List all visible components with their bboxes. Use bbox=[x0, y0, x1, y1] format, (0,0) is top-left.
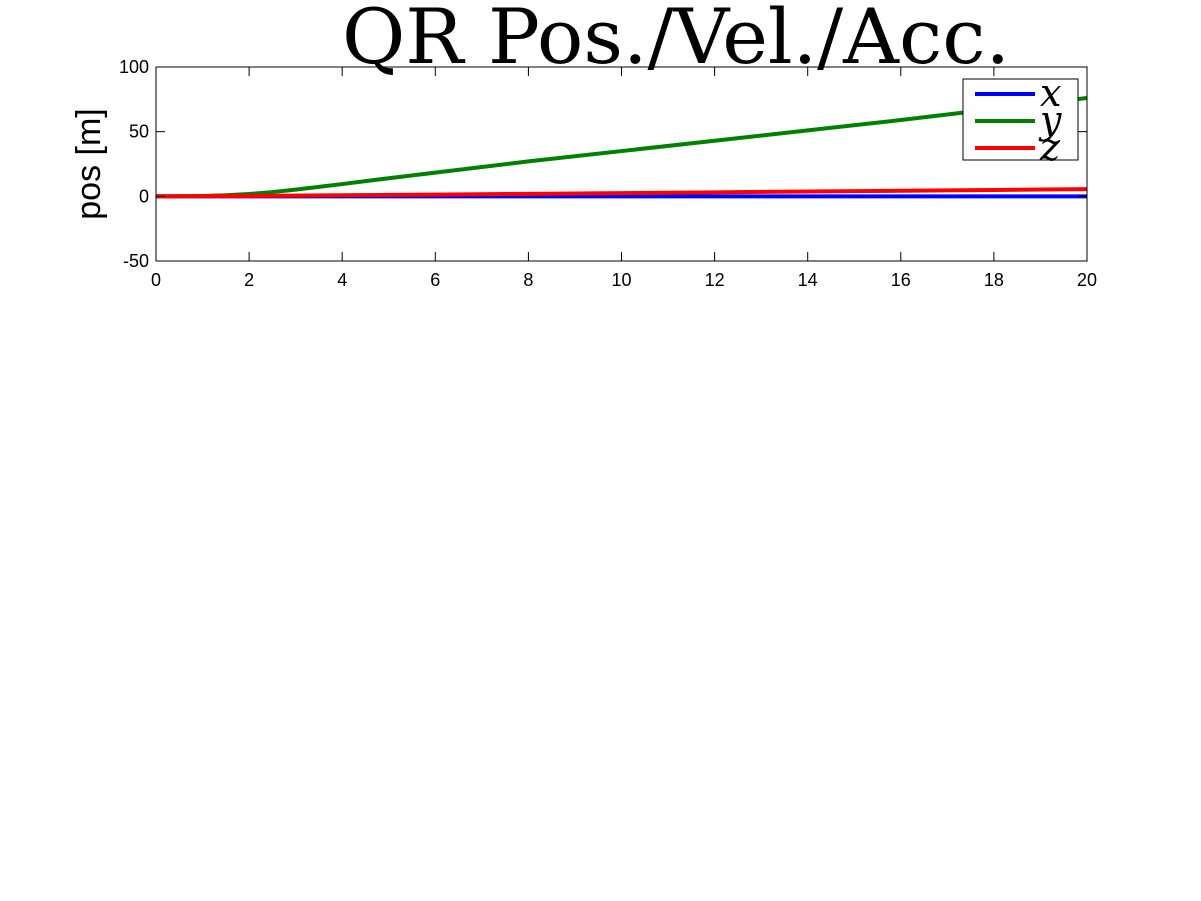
legend-entries: xyz bbox=[975, 71, 1062, 169]
y-tick-label: -50 bbox=[123, 251, 149, 271]
legend-label-z: z bbox=[1039, 125, 1061, 169]
x-tick-label: 0 bbox=[151, 270, 161, 290]
axes-box bbox=[156, 67, 1087, 261]
chart-title: QR Pos./Vel./Acc. bbox=[342, 0, 1010, 81]
x-tick-label: 2 bbox=[244, 270, 254, 290]
y-axis-label: pos [m] bbox=[70, 108, 108, 219]
legend-label-x: x bbox=[1040, 71, 1061, 115]
legend-label-y: y bbox=[1038, 98, 1062, 142]
x-tick-label: 16 bbox=[891, 270, 911, 290]
x-tick-label: 14 bbox=[798, 270, 818, 290]
x-tick-label: 20 bbox=[1077, 270, 1097, 290]
x-tick-label: 8 bbox=[523, 270, 533, 290]
x-tick-label: 6 bbox=[430, 270, 440, 290]
y-tick-label: 50 bbox=[129, 122, 149, 142]
y-tick-label: 100 bbox=[119, 57, 149, 77]
y-tick-label: 0 bbox=[139, 186, 149, 206]
series-layer bbox=[156, 96, 1087, 199]
x-tick-label: 10 bbox=[611, 270, 631, 290]
legend: xyz bbox=[962, 71, 1079, 169]
x-tick-label: 4 bbox=[337, 270, 347, 290]
x-tick-label: 12 bbox=[705, 270, 725, 290]
x-tick-label: 18 bbox=[984, 270, 1004, 290]
series-line-z bbox=[156, 187, 1087, 199]
